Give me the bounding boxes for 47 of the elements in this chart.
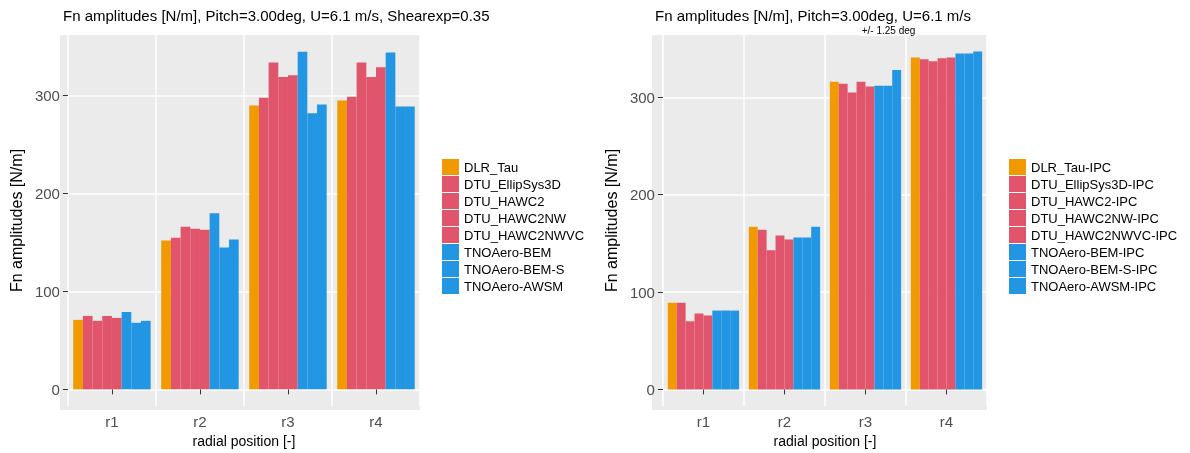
y-tick-label: 100 <box>629 283 655 301</box>
x-tick-label: r2 <box>777 413 792 430</box>
chart-title: Fn amplitudes [N/m], Pitch=3.00deg, U=6.1 m/s <box>655 7 971 24</box>
y-tick-label: 100 <box>34 282 60 300</box>
x-tick-label: r1 <box>696 413 711 430</box>
legend-label: DTU_HAWC2-IPC <box>1031 193 1138 209</box>
annotation: +/- 1.25 deg <box>861 24 916 36</box>
x-tick-label: r3 <box>858 413 873 430</box>
legend-label: TNOAero-BEM-S <box>464 261 565 277</box>
y-axis-title: Fn amplitudes [N/m] <box>602 148 620 293</box>
bar <box>910 57 920 390</box>
chart-title: Fn amplitudes [N/m], Pitch=3.00deg, U=6.1 m/s, Shearexp=0.35 <box>63 7 490 24</box>
y-tick-label: 200 <box>629 186 655 204</box>
bar <box>337 100 347 390</box>
legend-label: TNOAero-AWSM-IPC <box>1031 278 1157 294</box>
legend-label: DTU_EllipSys3D-IPC <box>1031 176 1154 192</box>
x-tick-label: r1 <box>105 413 119 430</box>
legend-label: DTU_EllipSys3D <box>464 176 561 192</box>
bar <box>667 302 677 390</box>
y-tick-label: 0 <box>51 380 60 398</box>
x-axis-title: radial position [-] <box>773 433 877 449</box>
bar <box>249 105 259 390</box>
y-tick-label: 300 <box>629 88 655 106</box>
legend-label: DTU_HAWC2NW-IPC <box>1031 210 1159 226</box>
x-tick-label: r4 <box>939 413 954 430</box>
y-axis-title: Fn amplitudes [N/m] <box>7 148 25 293</box>
x-tick-label: r2 <box>193 413 207 430</box>
legend-label: TNOAero-AWSM <box>464 278 564 294</box>
x-tick-label: r4 <box>369 413 383 430</box>
bar <box>829 81 839 390</box>
bar <box>748 226 758 390</box>
legend-label: TNOAero-BEM-IPC <box>1031 244 1145 260</box>
legend-label: TNOAero-BEM <box>464 244 552 260</box>
legend-label: DLR_Tau-IPC <box>1031 159 1112 175</box>
x-tick-label: r3 <box>281 413 295 430</box>
bar <box>161 240 171 390</box>
y-tick-label: 0 <box>646 380 655 398</box>
y-tick-label: 200 <box>34 185 60 203</box>
legend-label: DTU_HAWC2NWVC-IPC <box>1031 227 1178 243</box>
y-tick-label: 300 <box>34 87 60 105</box>
x-axis-title: radial position [-] <box>192 433 296 449</box>
bar <box>73 319 83 390</box>
legend-label: DTU_HAWC2NWVC <box>464 227 585 243</box>
legend-label: DLR_Tau <box>464 159 519 175</box>
legend-label: DTU_HAWC2 <box>464 193 545 209</box>
legend-label: TNOAero-BEM-S-IPC <box>1031 261 1158 277</box>
legend-label: DTU_HAWC2NW <box>464 210 567 226</box>
